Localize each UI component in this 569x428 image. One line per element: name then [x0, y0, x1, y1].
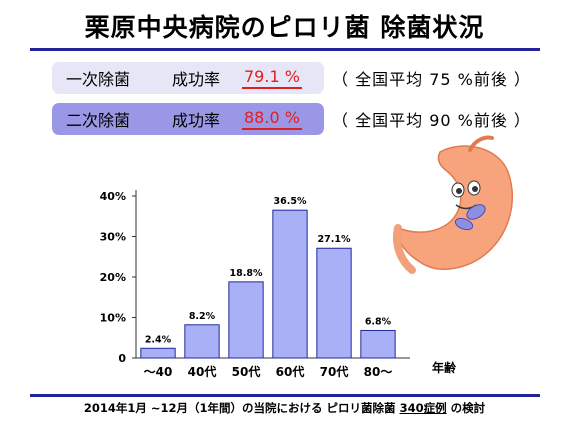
footer-divider — [30, 394, 540, 397]
second-success-rate: 88.0 % — [242, 108, 302, 130]
bar — [360, 329, 396, 359]
x-tick-label: 40代 — [188, 364, 217, 379]
bar-value-label: 18.8% — [230, 268, 263, 279]
x-tick-label: 80～ — [364, 365, 393, 379]
second-eradication-row: 二次除菌 成功率 88.0 % （ 全国平均 90 %前後 ） — [52, 103, 531, 135]
first-eradication-row: 一次除菌 成功率 79.1 % （ 全国平均 75 %前後 ） — [52, 62, 531, 94]
x-tick-label: ～40 — [144, 365, 173, 379]
first-method-label: 一次除菌 — [66, 70, 131, 89]
x-axis-title: 年齢 — [432, 360, 457, 375]
footer-suffix: の検討 — [446, 401, 486, 415]
bar-value-label: 6.8% — [365, 316, 392, 327]
second-national-value: 90 % — [429, 111, 474, 130]
second-national-suffix: 前後 ） — [473, 111, 531, 130]
y-tick-label: 10% — [100, 312, 126, 325]
y-tick-label: 30% — [100, 231, 126, 244]
y-tick-label: 20% — [100, 271, 126, 284]
bar — [272, 209, 308, 359]
first-success-label: 成功率 — [172, 70, 221, 89]
x-tick-label: 70代 — [320, 364, 349, 379]
second-success-label: 成功率 — [172, 111, 221, 130]
second-national-average: （ 全国平均 90 %前後 ） — [332, 107, 531, 131]
bar — [140, 347, 176, 359]
footer-note: 2014年1月 ~12月（1年間）の当院における ピロリ菌除菌 340症例 の検… — [0, 400, 569, 416]
bar-value-label: 36.5% — [274, 196, 307, 207]
first-eradication-box: 一次除菌 成功率 79.1 % — [52, 62, 324, 94]
bar — [228, 281, 264, 359]
first-national-average: （ 全国平均 75 %前後 ） — [332, 66, 531, 90]
y-tick-label: 0 — [118, 352, 126, 365]
bar — [316, 247, 352, 359]
bar-value-label: 2.4% — [145, 334, 172, 345]
x-tick-label: 50代 — [232, 364, 261, 379]
y-tick-label: 40% — [100, 190, 126, 203]
title-divider — [30, 48, 540, 51]
page-title: 栗原中央病院のピロリ菌 除菌状況 — [84, 13, 485, 42]
second-method-label: 二次除菌 — [66, 111, 131, 130]
bar — [184, 324, 220, 359]
second-eradication-box: 二次除菌 成功率 88.0 % — [52, 103, 324, 135]
footer-case-count: 340症例 — [399, 401, 447, 415]
first-national-suffix: 前後 ） — [473, 70, 531, 89]
x-tick-label: 60代 — [276, 364, 305, 379]
footer-prefix: 2014年1月 ~12月（1年間）の当院における ピロリ菌除菌 — [83, 401, 400, 415]
first-national-prefix: （ 全国平均 — [332, 70, 430, 89]
second-national-prefix: （ 全国平均 — [332, 111, 430, 130]
bar-value-label: 8.2% — [189, 311, 216, 322]
bar-value-label: 27.1% — [318, 234, 351, 245]
first-national-value: 75 % — [429, 70, 474, 89]
first-success-rate: 79.1 % — [242, 67, 302, 89]
